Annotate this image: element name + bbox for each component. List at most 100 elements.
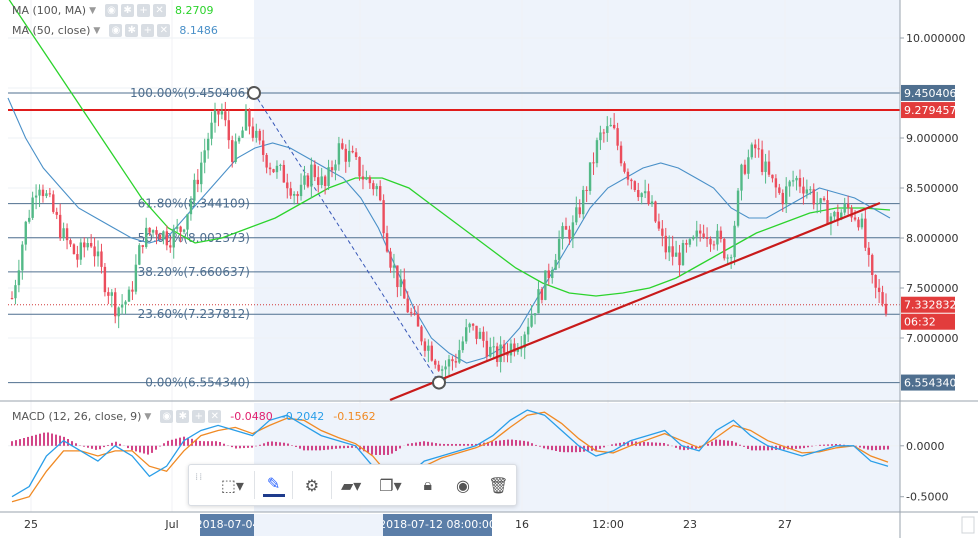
candle-body [654, 201, 657, 222]
candle-body [840, 212, 843, 220]
close-icon[interactable]: ✕ [157, 24, 171, 37]
candle-body [616, 128, 619, 146]
candle-body [138, 245, 141, 265]
time-highlight-label: 2018-07-12 08:00:00 [379, 518, 496, 531]
chevron-down-icon[interactable]: ▼ [89, 5, 97, 16]
price-tag-label: 9.279457 [904, 104, 957, 117]
price-tick-label: 9.000000 [906, 132, 959, 145]
eye-icon[interactable]: ◉ [105, 4, 119, 17]
add-icon[interactable]: + [141, 24, 155, 37]
candle-body [846, 203, 850, 209]
add-icon[interactable]: + [192, 410, 206, 423]
price-tag-box [901, 374, 955, 391]
candle-body [86, 243, 89, 248]
candle-body [557, 238, 561, 260]
select-tool-icon: ⬚▾ [220, 475, 244, 495]
candle-body [31, 197, 34, 218]
candle-body [217, 110, 220, 115]
candle-body [747, 157, 750, 174]
candle-body [148, 227, 151, 233]
ma100-line [8, 0, 891, 297]
close-icon[interactable]: ✕ [153, 4, 167, 17]
time-tick-label: 25 [24, 518, 38, 531]
candle-body [434, 360, 437, 365]
candle-body [93, 246, 96, 257]
candle-body [200, 162, 203, 185]
candle-body [647, 191, 650, 204]
candle-body [623, 163, 626, 172]
candle-body [884, 303, 888, 314]
candle-body [358, 157, 361, 177]
candle-body [729, 257, 733, 259]
drawing-toolbar[interactable]: ⁞⁞ ⬚▾ ✎ ⚙ ▰▾ ❐▾ 🔒︎ ◉ 🗑︎ [188, 464, 517, 506]
candle-body [203, 150, 206, 163]
price-tick-label: 7.000000 [906, 332, 959, 345]
chevron-down-icon[interactable]: ▼ [144, 411, 152, 422]
candle-body [234, 141, 237, 162]
candle-body [361, 176, 365, 180]
candle-body [237, 137, 241, 142]
candle-body [65, 228, 69, 241]
candle-body [571, 222, 575, 239]
delete-button[interactable]: 🗑︎ [481, 465, 516, 505]
candle-body [10, 298, 14, 299]
candle-body [760, 149, 764, 172]
close-icon[interactable]: ✕ [208, 410, 222, 423]
copy-button[interactable]: ❐▾ [371, 465, 410, 505]
pencil-button[interactable]: ✎ [255, 465, 292, 505]
candle-body [330, 167, 334, 171]
support-trendline[interactable] [389, 201, 881, 402]
drag-handle-icon[interactable]: ⁞⁞ [195, 472, 204, 483]
add-icon[interactable]: + [137, 4, 151, 17]
candle-body [788, 181, 791, 187]
candle-body [478, 331, 482, 339]
candle-body [110, 292, 113, 296]
candle-body [55, 211, 58, 215]
candle-body [757, 148, 760, 150]
chevron-down-icon[interactable]: ▼ [93, 25, 101, 36]
eye-icon[interactable]: ◉ [109, 24, 123, 37]
lock-button[interactable]: 🔒︎ [410, 465, 445, 505]
candle-body [657, 221, 661, 229]
candle-body [251, 126, 255, 138]
fib-anchor-handle[interactable] [247, 85, 261, 100]
fib-anchor-handle[interactable] [432, 375, 446, 390]
select-tool-button[interactable]: ⬚▾ [211, 465, 254, 505]
price-tag-label: 06:32 [904, 316, 936, 329]
candle-body [609, 124, 612, 127]
candle-body [509, 343, 513, 356]
candle-body [351, 150, 354, 153]
ma100-legend[interactable]: MA (100, MA) ▼ ◉ ✱ + ✕ 8.2709 [12, 4, 214, 17]
candle-body [299, 184, 303, 197]
candle-body [630, 179, 633, 182]
settings-icon[interactable]: ✱ [176, 410, 190, 423]
macd-legend[interactable]: MACD (12, 26, close, 9) ▼ ◉ ✱ + ✕ -0.048… [12, 410, 376, 423]
candle-body [313, 164, 317, 178]
ma50-legend[interactable]: MA (50, close) ▼ ◉ ✱ + ✕ 8.1486 [12, 24, 218, 37]
candle-body [812, 189, 815, 205]
copy-icon: ❐▾ [379, 475, 402, 495]
candle-body [458, 350, 461, 363]
price-axis[interactable] [901, 0, 978, 538]
candle-body [416, 313, 420, 327]
layers-button[interactable]: ▰▾ [332, 465, 371, 505]
time-range-fill [254, 514, 383, 536]
settings-icon[interactable]: ✱ [121, 4, 135, 17]
visibility-button[interactable]: ◉ [445, 465, 480, 505]
candle-body [502, 344, 506, 353]
candle-body [96, 251, 100, 257]
eye-icon[interactable]: ◉ [160, 410, 174, 423]
candle-body [231, 140, 234, 162]
candle-body [640, 193, 643, 198]
settings-icon[interactable]: ✱ [125, 24, 139, 37]
gear-icon: ⚙ [304, 475, 320, 495]
settings-button[interactable]: ⚙ [293, 465, 330, 505]
candle-body [378, 186, 382, 201]
scroll-handle[interactable] [961, 516, 975, 534]
fib-level-label: 100.00%(9.450406) [130, 86, 250, 100]
candle-body [282, 164, 286, 183]
candle-body [454, 361, 458, 363]
fib-diagonal[interactable] [253, 92, 440, 383]
